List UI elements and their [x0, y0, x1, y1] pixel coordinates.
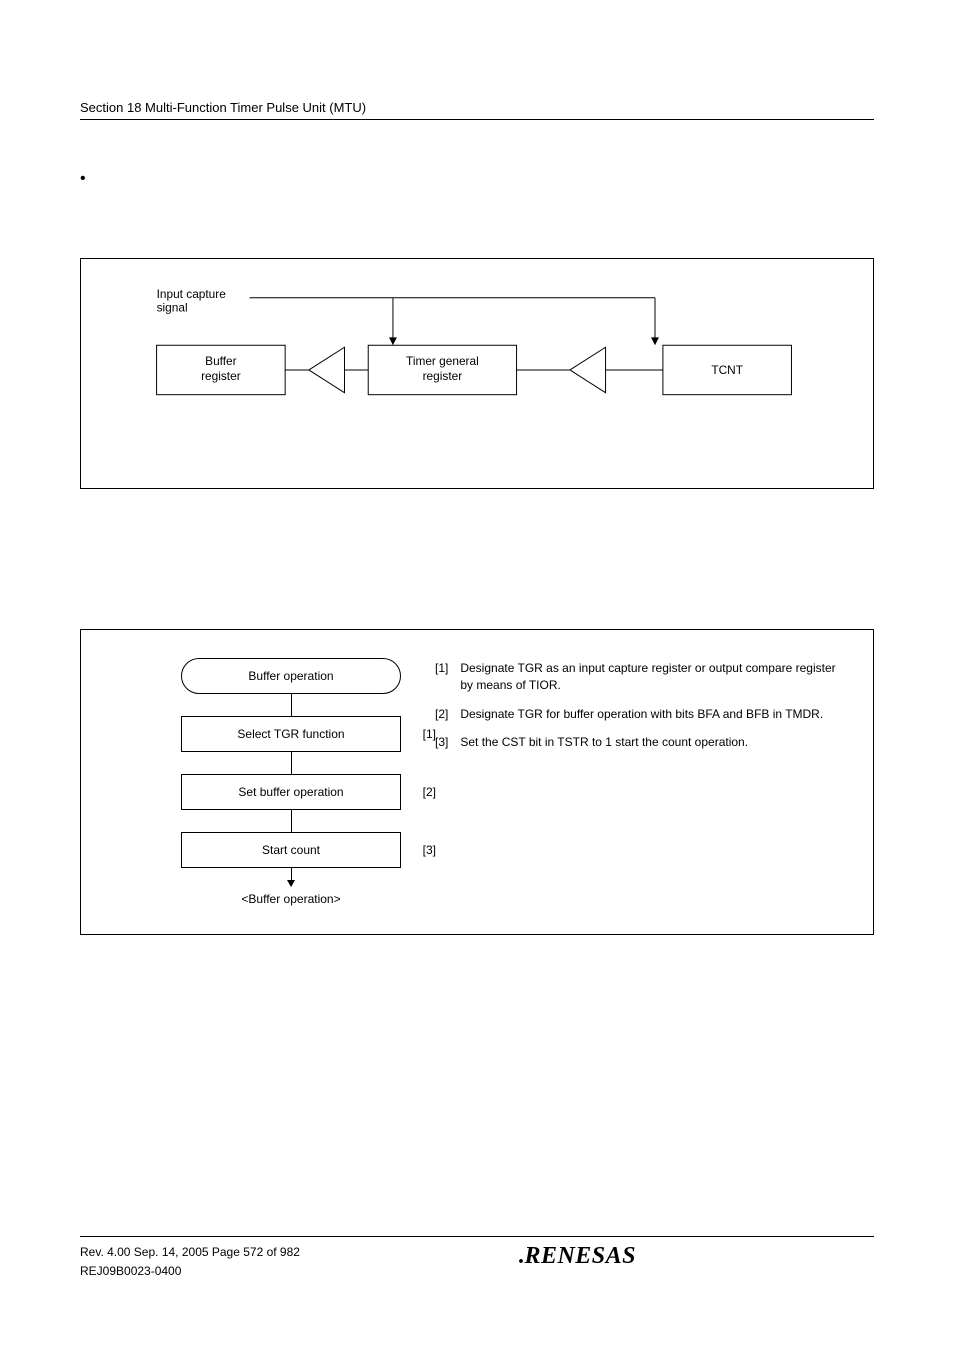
flow-connector — [291, 810, 292, 832]
flow-step-3-label: Start count — [262, 843, 320, 857]
page-footer: Rev. 4.00 Sep. 14, 2005 Page 572 of 982 … — [80, 1236, 874, 1281]
note-2-text: Designate TGR for buffer operation with … — [460, 706, 823, 723]
tgr-label-1: Timer general — [406, 354, 479, 368]
bullet-point: • — [80, 170, 874, 188]
buffer-label-2: register — [201, 369, 241, 383]
note-2-num: [2] — [435, 706, 448, 723]
flow-connector — [291, 694, 292, 716]
flow-end-label: <Buffer operation> — [241, 892, 340, 906]
renesas-logo: .RENESAS — [518, 1243, 636, 1270]
footer-line-2: REJ09B0023-0400 — [80, 1262, 300, 1281]
flow-step-2-label: Set buffer operation — [238, 785, 343, 799]
flow-connector — [291, 752, 292, 774]
flow-arrow — [291, 868, 292, 886]
note-3-text: Set the CST bit in TSTR to 1 start the c… — [460, 734, 748, 751]
flow-step-1-label: Select TGR function — [237, 727, 344, 741]
section-header: Section 18 Multi-Function Timer Pulse Un… — [80, 100, 874, 120]
footer-line-1: Rev. 4.00 Sep. 14, 2005 Page 572 of 982 — [80, 1243, 300, 1262]
triangle-2 — [570, 347, 606, 392]
signal-label-line1: Input capture — [157, 287, 227, 301]
flowchart-diagram: Buffer operation Select TGR function [1]… — [80, 629, 874, 935]
signal-label-line2: signal — [157, 301, 188, 315]
tgr-label-2: register — [423, 369, 463, 383]
note-3-num: [3] — [435, 734, 448, 751]
logo-text: RENESAS — [524, 1243, 636, 1269]
buffer-label-1: Buffer — [205, 354, 236, 368]
arrowhead-1 — [389, 337, 397, 345]
input-capture-diagram: Input capture signal Buffer register Tim… — [80, 258, 874, 489]
note-1: [1] Designate TGR as an input capture re… — [435, 660, 849, 694]
note-1-num: [1] — [435, 660, 448, 694]
tcnt-label: TCNT — [711, 363, 743, 377]
diagram-svg: Input capture signal Buffer register Tim… — [121, 283, 833, 453]
flow-step-2: Set buffer operation [2] — [181, 774, 401, 810]
flow-step-2-num: [2] — [423, 785, 436, 799]
flow-step-1-num: [1] — [423, 727, 436, 741]
flowchart-steps: Buffer operation Select TGR function [1]… — [181, 658, 401, 906]
triangle-1 — [309, 347, 345, 392]
flow-step-3: Start count [3] — [181, 832, 401, 868]
flowchart-notes: [1] Designate TGR as an input capture re… — [435, 658, 849, 906]
flow-step-3-num: [3] — [423, 843, 436, 857]
arrowhead-2 — [651, 337, 659, 345]
flow-start-oval: Buffer operation — [181, 658, 401, 694]
flow-step-1: Select TGR function [1] — [181, 716, 401, 752]
note-1-text: Designate TGR as an input capture regist… — [460, 660, 849, 694]
note-3: [3] Set the CST bit in TSTR to 1 start t… — [435, 734, 849, 751]
footer-text: Rev. 4.00 Sep. 14, 2005 Page 572 of 982 … — [80, 1243, 300, 1281]
note-2: [2] Designate TGR for buffer operation w… — [435, 706, 849, 723]
